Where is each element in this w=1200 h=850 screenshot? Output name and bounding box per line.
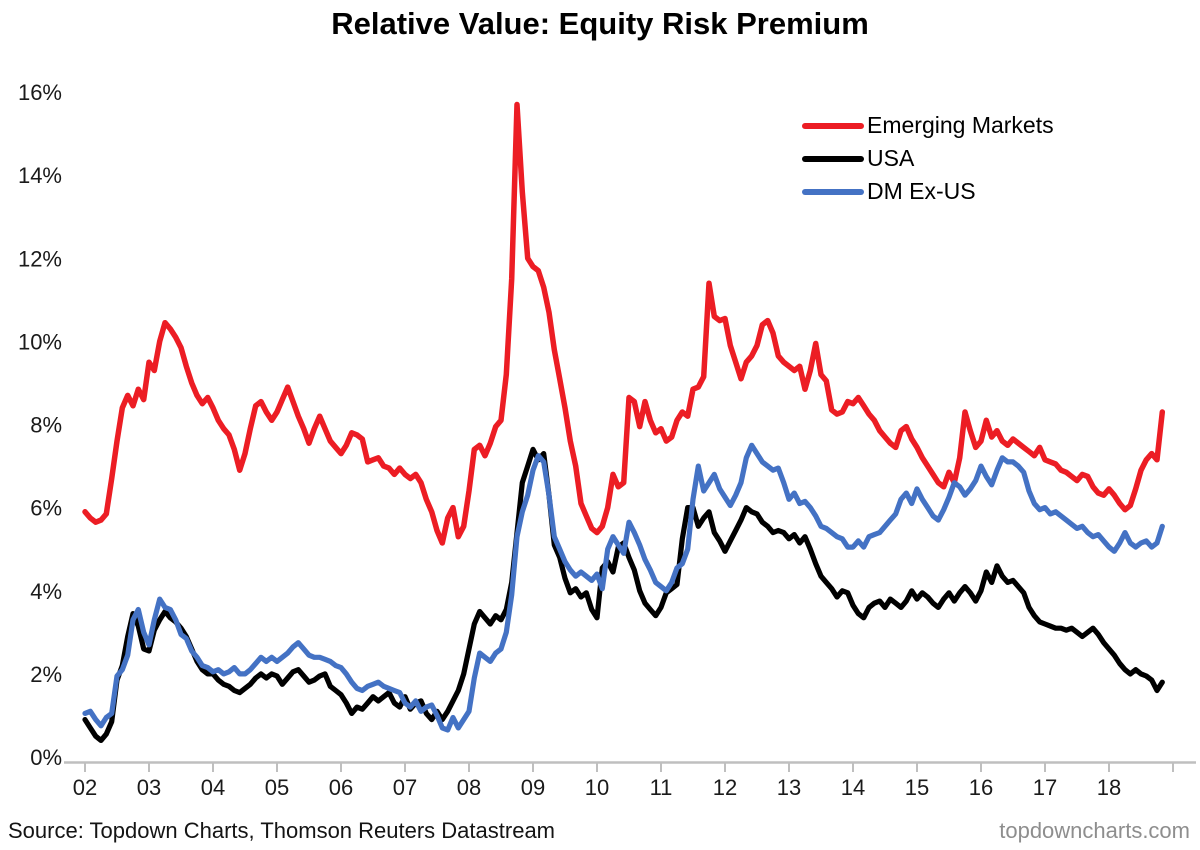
y-axis-label: 6% [30,496,62,521]
y-axis-label: 0% [30,745,62,770]
y-axis-label: 2% [30,662,62,687]
legend-swatch-usa-line [802,155,864,162]
x-axis-label: 04 [201,775,225,800]
chart-title: Relative Value: Equity Risk Premium [331,6,869,41]
x-axis-label: 09 [521,775,545,800]
x-axis-label: 17 [1033,775,1057,800]
x-axis-label: 03 [137,775,161,800]
legend-item-usa: USA [802,145,1054,172]
x-axis-label: 06 [329,775,353,800]
source-attribution: Source: Topdown Charts, Thomson Reuters … [8,818,556,843]
y-axis-label: 16% [18,80,62,105]
x-axis-label: 16 [969,775,993,800]
legend-item-dm-ex-us: DM Ex-US [802,178,1054,205]
y-axis-label: 10% [18,329,62,354]
chart-legend: Emerging Markets USA DM Ex-US [802,112,1054,205]
series-line-emerging-markets [82,101,1166,546]
series-line-dm-ex-us [82,442,1165,733]
x-axis-label: 11 [650,775,673,800]
legend-swatch-emerging-markets-line [802,122,864,129]
x-axis-label: 12 [713,775,737,800]
x-axis-label: 02 [73,775,97,800]
series-line-usa [82,446,1165,744]
x-axis-label: 10 [585,775,609,800]
x-axis-label: 18 [1097,775,1121,800]
x-axis-label: 08 [457,775,481,800]
legend-label: DM Ex-US [867,178,976,204]
legend-item-emerging-markets: Emerging Markets [802,112,1054,139]
x-axis-label: 13 [777,775,801,800]
y-axis-label: 4% [30,579,62,604]
legend-label: Emerging Markets [867,112,1054,138]
x-axis-label: 05 [265,775,289,800]
watermark-link[interactable]: topdowncharts.com [999,818,1190,843]
y-axis-label: 8% [30,413,62,438]
x-axis-label: 07 [393,775,417,800]
x-axis-label: 14 [841,775,865,800]
y-axis-label: 14% [18,163,62,188]
y-axis-label: 12% [18,246,62,271]
legend-label: USA [867,145,915,171]
x-axis-label: 15 [905,775,929,800]
legend-swatch-dm-ex-us-line [802,188,864,195]
